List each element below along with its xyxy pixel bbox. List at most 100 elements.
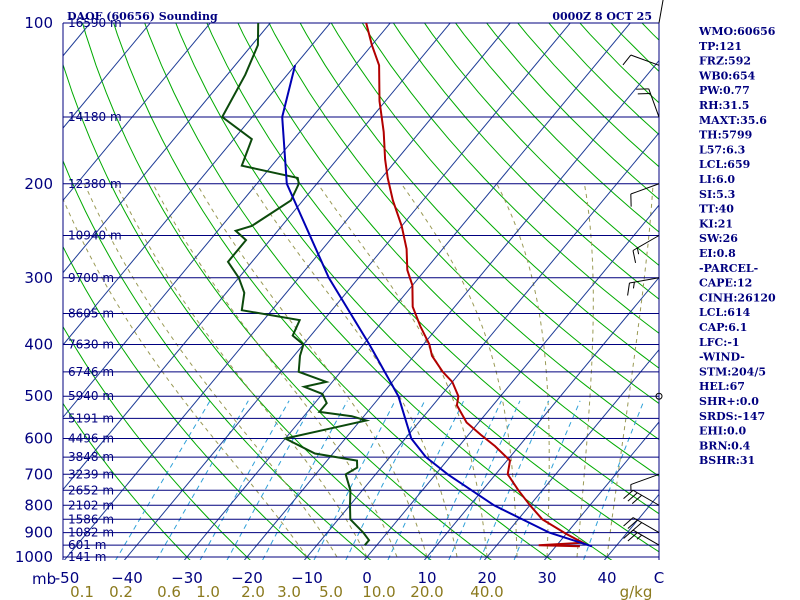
mixing-ratio-line bbox=[345, 400, 426, 560]
mixing-ratio-line bbox=[448, 400, 521, 560]
wind-barb bbox=[623, 529, 660, 546]
wind-barb-feather bbox=[631, 522, 643, 532]
mixing-ratio-line bbox=[479, 400, 550, 560]
temperature-tick-label: -50 bbox=[55, 569, 80, 587]
index-entry: KI:21 bbox=[699, 217, 733, 230]
height-level-label: 3239 m bbox=[68, 467, 114, 481]
index-entry: MAXT:35.6 bbox=[699, 114, 767, 127]
dry-adiabat-line bbox=[548, 23, 659, 136]
profile-lines-layer bbox=[220, 23, 593, 548]
mixing-ratio-label: 2.0 bbox=[241, 583, 265, 600]
wind-barb-half-feather bbox=[632, 282, 635, 289]
index-entry: -PARCEL- bbox=[699, 262, 758, 275]
wind-barb bbox=[630, 473, 660, 491]
pressure-tick-label: 600 bbox=[24, 430, 53, 448]
wind-barb bbox=[622, 54, 660, 66]
mixing-ratio-line bbox=[583, 400, 645, 560]
index-entry: STM:204/5 bbox=[699, 365, 766, 378]
wind-barb-feather bbox=[632, 250, 637, 263]
wind-barb bbox=[623, 489, 660, 506]
index-entry: LI:6.0 bbox=[699, 173, 735, 186]
height-level-label: 7630 m bbox=[68, 338, 114, 352]
pressure-tick-label: 300 bbox=[24, 269, 53, 287]
index-entry: CAPE:12 bbox=[699, 277, 752, 290]
index-entry: SRDS:-147 bbox=[699, 410, 765, 423]
mixing-ratio-label: 10.0 bbox=[362, 583, 395, 600]
wind-barb-staff bbox=[658, 0, 664, 24]
temperature-tick-label: 0 bbox=[362, 569, 372, 587]
index-entry: LCL:659 bbox=[699, 158, 750, 171]
isotherm-line bbox=[63, 23, 151, 129]
height-level-label: 4496 m bbox=[68, 432, 114, 446]
dry-adiabat-line bbox=[82, 23, 492, 560]
height-level-label: 6746 m bbox=[68, 365, 114, 379]
isotherm-line bbox=[483, 348, 659, 560]
index-entry: CAP:6.1 bbox=[699, 321, 747, 334]
pressure-tick-label: 700 bbox=[24, 465, 53, 483]
height-level-label: 2652 m bbox=[68, 483, 114, 497]
wind-barb-feather bbox=[627, 532, 638, 542]
valid-time: 0000Z 8 OCT 25 bbox=[552, 10, 652, 23]
mixing-ratio-line bbox=[387, 400, 465, 560]
temperature-line bbox=[365, 23, 587, 548]
pressure-tick-label: 500 bbox=[24, 387, 53, 405]
moist-adiabat-line bbox=[606, 183, 654, 558]
index-entry: WMO:60656 bbox=[698, 25, 776, 38]
grid-layer bbox=[62, 22, 660, 560]
wind-barb bbox=[636, 88, 660, 118]
temperature-tick-label: −10 bbox=[291, 569, 323, 587]
index-entry: RH:31.5 bbox=[699, 99, 749, 112]
index-entry: L57:6.3 bbox=[699, 143, 745, 156]
index-entry: TT:40 bbox=[699, 203, 734, 216]
index-entry: HEL:67 bbox=[699, 380, 745, 393]
mixing-ratio-label: 0.6 bbox=[157, 583, 181, 600]
height-level-label: 3848 m bbox=[68, 450, 114, 464]
wind-barb bbox=[658, 0, 664, 24]
height-level-label: 141 m bbox=[68, 550, 106, 564]
isotherm-line bbox=[63, 23, 391, 419]
height-level-label: 1082 m bbox=[68, 526, 114, 540]
wind-barb bbox=[623, 517, 660, 533]
wind-barb-staff bbox=[630, 54, 660, 66]
height-level-label: 2102 m bbox=[68, 498, 114, 512]
calm-wind-circle bbox=[655, 392, 663, 400]
wind-barb-feather bbox=[622, 54, 632, 66]
wind-barb bbox=[655, 392, 663, 400]
pressure-tick-label: 100 bbox=[24, 14, 53, 32]
isotherm-line bbox=[543, 421, 659, 560]
isotherm-line bbox=[303, 132, 659, 560]
wind-barb-feather bbox=[623, 529, 634, 539]
index-entry: BSHR:31 bbox=[699, 454, 755, 467]
index-entry: EI:0.8 bbox=[699, 247, 736, 260]
mixing-ratio-label: 3.0 bbox=[277, 583, 301, 600]
temperature-tick-label: −40 bbox=[111, 569, 143, 587]
index-entry: -WIND- bbox=[699, 351, 745, 364]
index-entry: LCL:614 bbox=[699, 306, 751, 319]
dry-adiabat-line bbox=[63, 402, 191, 560]
grid-clip bbox=[63, 23, 659, 560]
temperature-tick-label: 20 bbox=[477, 569, 496, 587]
wind-barb-half-feather bbox=[636, 534, 643, 540]
wind-barb bbox=[630, 183, 660, 207]
wind-barb bbox=[632, 235, 660, 263]
pressure-tick-label: 1000 bbox=[15, 548, 53, 566]
height-level-label: 9700 m bbox=[68, 271, 114, 285]
wind-barb-half-feather bbox=[636, 247, 640, 255]
isotherm-line bbox=[63, 23, 211, 202]
moist-adiabat-line bbox=[63, 197, 308, 558]
wind-barb-feather bbox=[627, 519, 638, 529]
moist-adiabat-line bbox=[115, 183, 368, 558]
mixing-ratio-label: 1.0 bbox=[196, 583, 220, 600]
temperature-tick-label: 30 bbox=[537, 569, 556, 587]
isotherm-line bbox=[123, 23, 571, 560]
dewpoint-line bbox=[220, 23, 371, 546]
height-level-label: 5191 m bbox=[68, 411, 114, 425]
index-entry: SHR+:0.0 bbox=[699, 395, 759, 408]
wind-barb-staff bbox=[630, 183, 660, 195]
pressure-tick-label: 900 bbox=[24, 524, 53, 542]
index-entry: BRN:0.4 bbox=[699, 439, 751, 452]
pressure-unit-label: mb bbox=[32, 570, 56, 588]
isotherm-line bbox=[63, 23, 451, 491]
pressure-tick-label: 200 bbox=[24, 175, 53, 193]
